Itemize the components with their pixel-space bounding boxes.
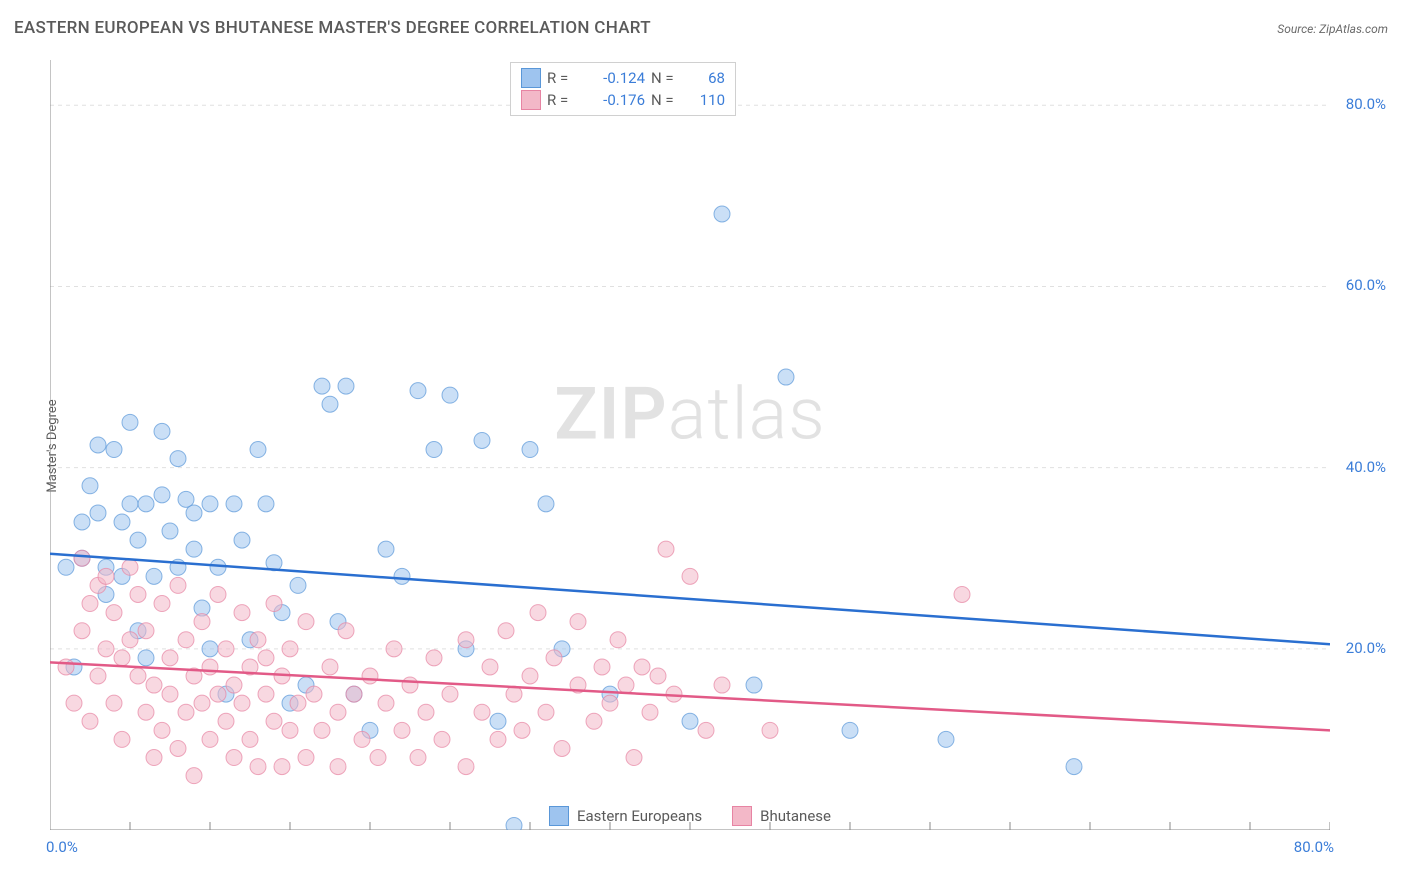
y-tick-label: 80.0% <box>1346 95 1386 113</box>
legend-label-1: Bhutanese <box>760 807 831 825</box>
legend-label-0: Eastern Europeans <box>577 807 702 825</box>
scatter-chart <box>50 60 1330 830</box>
legend-stats-row: R = -0.176 N = 110 <box>521 89 725 111</box>
legend-stats: R = -0.124 N = 68 R = -0.176 N = 110 <box>510 62 736 116</box>
legend-stats-row: R = -0.124 N = 68 <box>521 67 725 89</box>
n-label: N = <box>651 69 685 87</box>
legend-item-eastern-europeans: Eastern Europeans <box>549 806 702 826</box>
r-label: R = <box>547 69 575 87</box>
legend-swatch-blue <box>521 68 541 88</box>
n-value-0: 68 <box>691 69 725 87</box>
x-axis-max-label: 80.0% <box>1294 838 1334 856</box>
legend-swatch-pink <box>521 90 541 110</box>
r-value-1: -0.176 <box>581 91 645 109</box>
r-value-0: -0.124 <box>581 69 645 87</box>
y-tick-label: 20.0% <box>1346 639 1386 657</box>
x-axis-min-label: 0.0% <box>46 838 78 856</box>
n-value-1: 110 <box>691 91 725 109</box>
chart-title: EASTERN EUROPEAN VS BHUTANESE MASTER'S D… <box>14 18 651 38</box>
plot-area: ZIPatlas R = -0.124 N = 68 R = -0.176 N … <box>50 60 1330 830</box>
legend-swatch-pink <box>732 806 752 826</box>
y-tick-label: 60.0% <box>1346 276 1386 294</box>
r-label: R = <box>547 91 575 109</box>
y-tick-label: 40.0% <box>1346 458 1386 476</box>
source-attribution: Source: ZipAtlas.com <box>1277 22 1388 36</box>
legend-item-bhutanese: Bhutanese <box>732 806 831 826</box>
n-label: N = <box>651 91 685 109</box>
legend-swatch-blue <box>549 806 569 826</box>
legend-series: Eastern Europeans Bhutanese <box>549 806 831 826</box>
